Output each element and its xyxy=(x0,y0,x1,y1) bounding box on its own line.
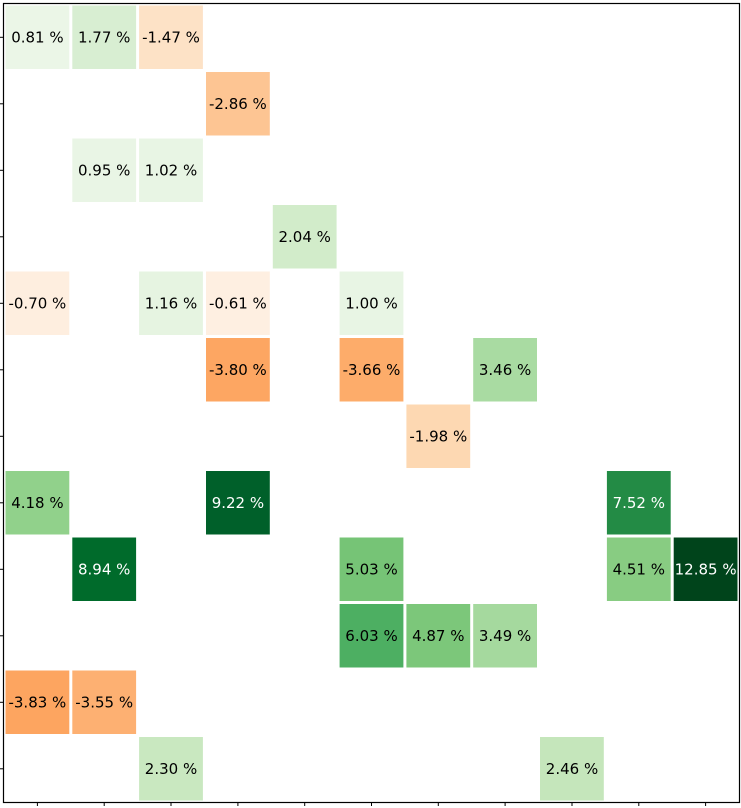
heatmap-cell xyxy=(206,271,270,335)
heatmap-cell xyxy=(272,205,337,269)
cell-value-label: -1.47 % xyxy=(142,28,200,46)
heatmap-cell xyxy=(606,537,671,601)
cell-value-label: -3.83 % xyxy=(8,693,66,711)
cell-value-label: 1.77 % xyxy=(78,28,130,46)
heatmap-cell-labels: 0.81 % 1.77 % -1.47 % -2.86 % 0.95 % 1.02 % 2.… xyxy=(8,28,737,778)
heatmap-cell xyxy=(72,670,137,734)
heatmap-cell xyxy=(606,471,671,535)
heatmap-cell xyxy=(72,138,137,202)
cell-value-label: 8.94 % xyxy=(78,560,130,578)
cell-value-label: -0.70 % xyxy=(8,294,66,312)
heatmap-cell xyxy=(5,471,70,535)
heatmap-cell xyxy=(339,271,404,335)
cell-value-label: 4.18 % xyxy=(11,494,63,512)
heatmap-cell xyxy=(339,537,404,601)
heatmap-cell xyxy=(406,604,471,668)
cell-value-label: 1.16 % xyxy=(145,294,197,312)
heatmap-cell xyxy=(406,404,471,468)
heatmap-cell xyxy=(72,5,137,69)
heatmap-cell xyxy=(206,338,270,402)
heatmap-cell xyxy=(673,537,738,601)
cell-value-label: 12.85 % xyxy=(675,560,737,578)
cell-value-label: 0.81 % xyxy=(11,28,63,46)
heatmap-cell xyxy=(139,737,203,801)
cell-value-label: -3.80 % xyxy=(209,361,267,379)
heatmap-cell xyxy=(473,338,537,402)
cell-value-label: 0.95 % xyxy=(78,161,130,179)
cell-value-label: 1.00 % xyxy=(345,294,397,312)
heatmap-cell xyxy=(206,72,270,136)
cell-value-label: 2.46 % xyxy=(546,760,598,778)
heatmap-cell xyxy=(139,138,203,202)
cell-value-label: -1.98 % xyxy=(409,427,467,445)
cell-value-label: -3.66 % xyxy=(343,361,401,379)
cell-value-label: 5.03 % xyxy=(345,560,397,578)
cell-value-label: 4.87 % xyxy=(412,627,464,645)
cell-value-label: 7.52 % xyxy=(613,494,665,512)
cell-value-label: -2.86 % xyxy=(209,95,267,113)
heatmap-cell xyxy=(139,271,203,335)
cell-value-label: 3.46 % xyxy=(479,361,531,379)
heatmap-cell xyxy=(5,670,70,734)
cell-value-label: 2.04 % xyxy=(278,228,330,246)
heatmap-cell xyxy=(5,5,70,69)
cell-value-label: -0.61 % xyxy=(209,294,267,312)
cell-value-label: 4.51 % xyxy=(613,560,665,578)
heatmap-cells xyxy=(5,5,738,801)
cell-value-label: 6.03 % xyxy=(345,627,397,645)
cell-value-label: 3.49 % xyxy=(479,627,531,645)
cell-value-label: 1.02 % xyxy=(145,161,197,179)
heatmap-cell xyxy=(339,604,404,668)
heatmap-cell xyxy=(139,5,203,69)
cell-value-label: -3.55 % xyxy=(75,693,133,711)
heatmap-cell xyxy=(5,271,70,335)
heatmap-cell xyxy=(540,737,604,801)
heatmap-cell xyxy=(473,604,537,668)
cell-value-label: 2.30 % xyxy=(145,760,197,778)
cell-value-label: 9.22 % xyxy=(212,494,264,512)
heatmap-cell xyxy=(206,471,270,535)
heatmap-cell xyxy=(339,338,404,402)
heatmap-cell xyxy=(72,537,137,601)
